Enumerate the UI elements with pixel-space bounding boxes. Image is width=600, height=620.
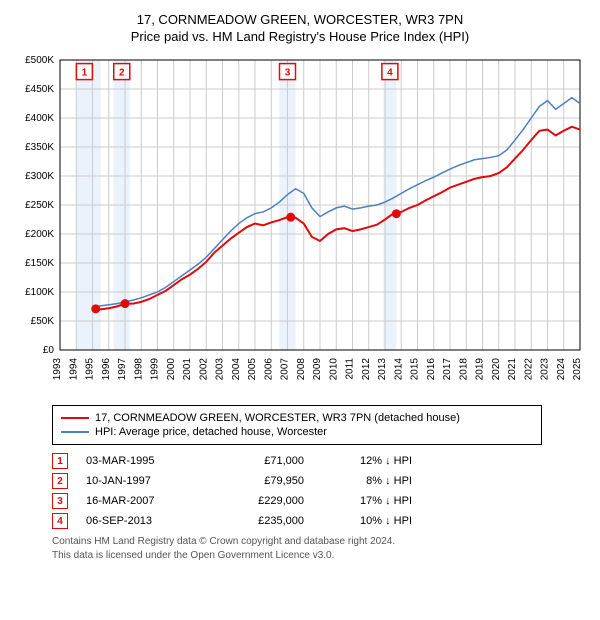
transaction-price: £71,000: [214, 455, 304, 467]
svg-text:2002: 2002: [198, 358, 209, 381]
svg-text:£300K: £300K: [25, 171, 54, 182]
svg-text:2011: 2011: [345, 358, 356, 380]
svg-text:2012: 2012: [361, 358, 372, 381]
legend-box: 17, CORNMEADOW GREEN, WORCESTER, WR3 7PN…: [52, 405, 542, 445]
svg-text:4: 4: [387, 68, 393, 79]
transaction-hpi: 12% ↓ HPI: [322, 455, 412, 467]
transaction-row: 1 03-MAR-1995 £71,000 12% ↓ HPI: [52, 453, 588, 469]
svg-text:£0: £0: [43, 345, 55, 356]
svg-text:2006: 2006: [263, 358, 274, 381]
svg-text:2007: 2007: [280, 358, 291, 381]
legend-swatch: [61, 431, 89, 433]
transactions-table: 1 03-MAR-1995 £71,000 12% ↓ HPI 2 10-JAN-1997…: [52, 453, 588, 529]
transaction-number-box: 4: [52, 513, 68, 529]
svg-text:2022: 2022: [523, 358, 534, 381]
svg-text:£350K: £350K: [25, 142, 54, 153]
svg-text:2008: 2008: [296, 358, 307, 381]
title-address: 17, CORNMEADOW GREEN, WORCESTER, WR3 7PN: [12, 12, 588, 27]
footer: Contains HM Land Registry data © Crown c…: [52, 535, 588, 562]
svg-text:2021: 2021: [507, 358, 518, 381]
title-subtitle: Price paid vs. HM Land Registry's House …: [12, 29, 588, 44]
svg-text:2025: 2025: [572, 358, 583, 381]
svg-text:1995: 1995: [85, 358, 96, 381]
transaction-date: 16-MAR-2007: [86, 495, 196, 507]
svg-text:£450K: £450K: [25, 84, 54, 95]
svg-text:£500K: £500K: [25, 55, 54, 66]
svg-text:2019: 2019: [475, 358, 486, 381]
svg-text:2: 2: [119, 68, 125, 79]
chart: £0 £50K £100K £150K £200K £250K £300K £350K £400…: [12, 52, 588, 397]
svg-text:£100K: £100K: [25, 287, 54, 298]
legend-item: 17, CORNMEADOW GREEN, WORCESTER, WR3 7PN…: [61, 412, 533, 424]
svg-text:2000: 2000: [166, 358, 177, 381]
transaction-price: £235,000: [214, 515, 304, 527]
svg-text:2013: 2013: [377, 358, 388, 381]
transaction-price: £79,950: [214, 475, 304, 487]
footer-line1: Contains HM Land Registry data © Crown c…: [52, 535, 588, 549]
svg-text:2018: 2018: [458, 358, 469, 381]
svg-text:£250K: £250K: [25, 200, 54, 211]
transaction-date: 03-MAR-1995: [86, 455, 196, 467]
svg-text:2023: 2023: [540, 358, 551, 381]
chart-svg: £0 £50K £100K £150K £200K £250K £300K £350K £400…: [12, 52, 588, 392]
transaction-date: 10-JAN-1997: [86, 475, 196, 487]
svg-text:1996: 1996: [101, 358, 112, 381]
svg-text:2003: 2003: [215, 358, 226, 381]
svg-text:£200K: £200K: [25, 229, 54, 240]
svg-text:1994: 1994: [68, 358, 79, 381]
transaction-number-box: 2: [52, 473, 68, 489]
svg-text:2009: 2009: [312, 358, 323, 381]
transaction-hpi: 10% ↓ HPI: [322, 515, 412, 527]
transaction-number-box: 3: [52, 493, 68, 509]
svg-text:2020: 2020: [491, 358, 502, 381]
svg-text:£400K: £400K: [25, 113, 54, 124]
svg-text:2010: 2010: [328, 358, 339, 381]
svg-text:2016: 2016: [426, 358, 437, 381]
chart-container: 17, CORNMEADOW GREEN, WORCESTER, WR3 7PN…: [0, 0, 600, 570]
svg-text:£150K: £150K: [25, 258, 54, 269]
svg-text:1: 1: [82, 68, 88, 79]
svg-text:2024: 2024: [556, 358, 567, 381]
svg-text:2017: 2017: [442, 358, 453, 381]
svg-text:£50K: £50K: [31, 316, 55, 327]
svg-text:2005: 2005: [247, 358, 258, 381]
svg-text:1997: 1997: [117, 358, 128, 381]
legend-item: HPI: Average price, detached house, Worc…: [61, 426, 533, 438]
transaction-hpi: 8% ↓ HPI: [322, 475, 412, 487]
transaction-number-box: 1: [52, 453, 68, 469]
svg-text:1998: 1998: [133, 358, 144, 381]
footer-line2: This data is licensed under the Open Gov…: [52, 549, 588, 563]
legend-swatch: [61, 417, 89, 419]
transaction-price: £229,000: [214, 495, 304, 507]
transaction-date: 06-SEP-2013: [86, 515, 196, 527]
svg-text:2001: 2001: [182, 358, 193, 381]
transaction-row: 2 10-JAN-1997 £79,950 8% ↓ HPI: [52, 473, 588, 489]
transaction-hpi: 17% ↓ HPI: [322, 495, 412, 507]
svg-text:1999: 1999: [150, 358, 161, 381]
titles: 17, CORNMEADOW GREEN, WORCESTER, WR3 7PN…: [12, 12, 588, 44]
legend-label: HPI: Average price, detached house, Worc…: [95, 426, 327, 438]
svg-text:2004: 2004: [231, 358, 242, 381]
legend-label: 17, CORNMEADOW GREEN, WORCESTER, WR3 7PN…: [95, 412, 460, 424]
transaction-row: 4 06-SEP-2013 £235,000 10% ↓ HPI: [52, 513, 588, 529]
svg-text:2015: 2015: [410, 358, 421, 381]
transaction-row: 3 16-MAR-2007 £229,000 17% ↓ HPI: [52, 493, 588, 509]
svg-text:3: 3: [285, 68, 291, 79]
svg-text:1993: 1993: [52, 358, 63, 381]
svg-text:2014: 2014: [393, 358, 404, 381]
